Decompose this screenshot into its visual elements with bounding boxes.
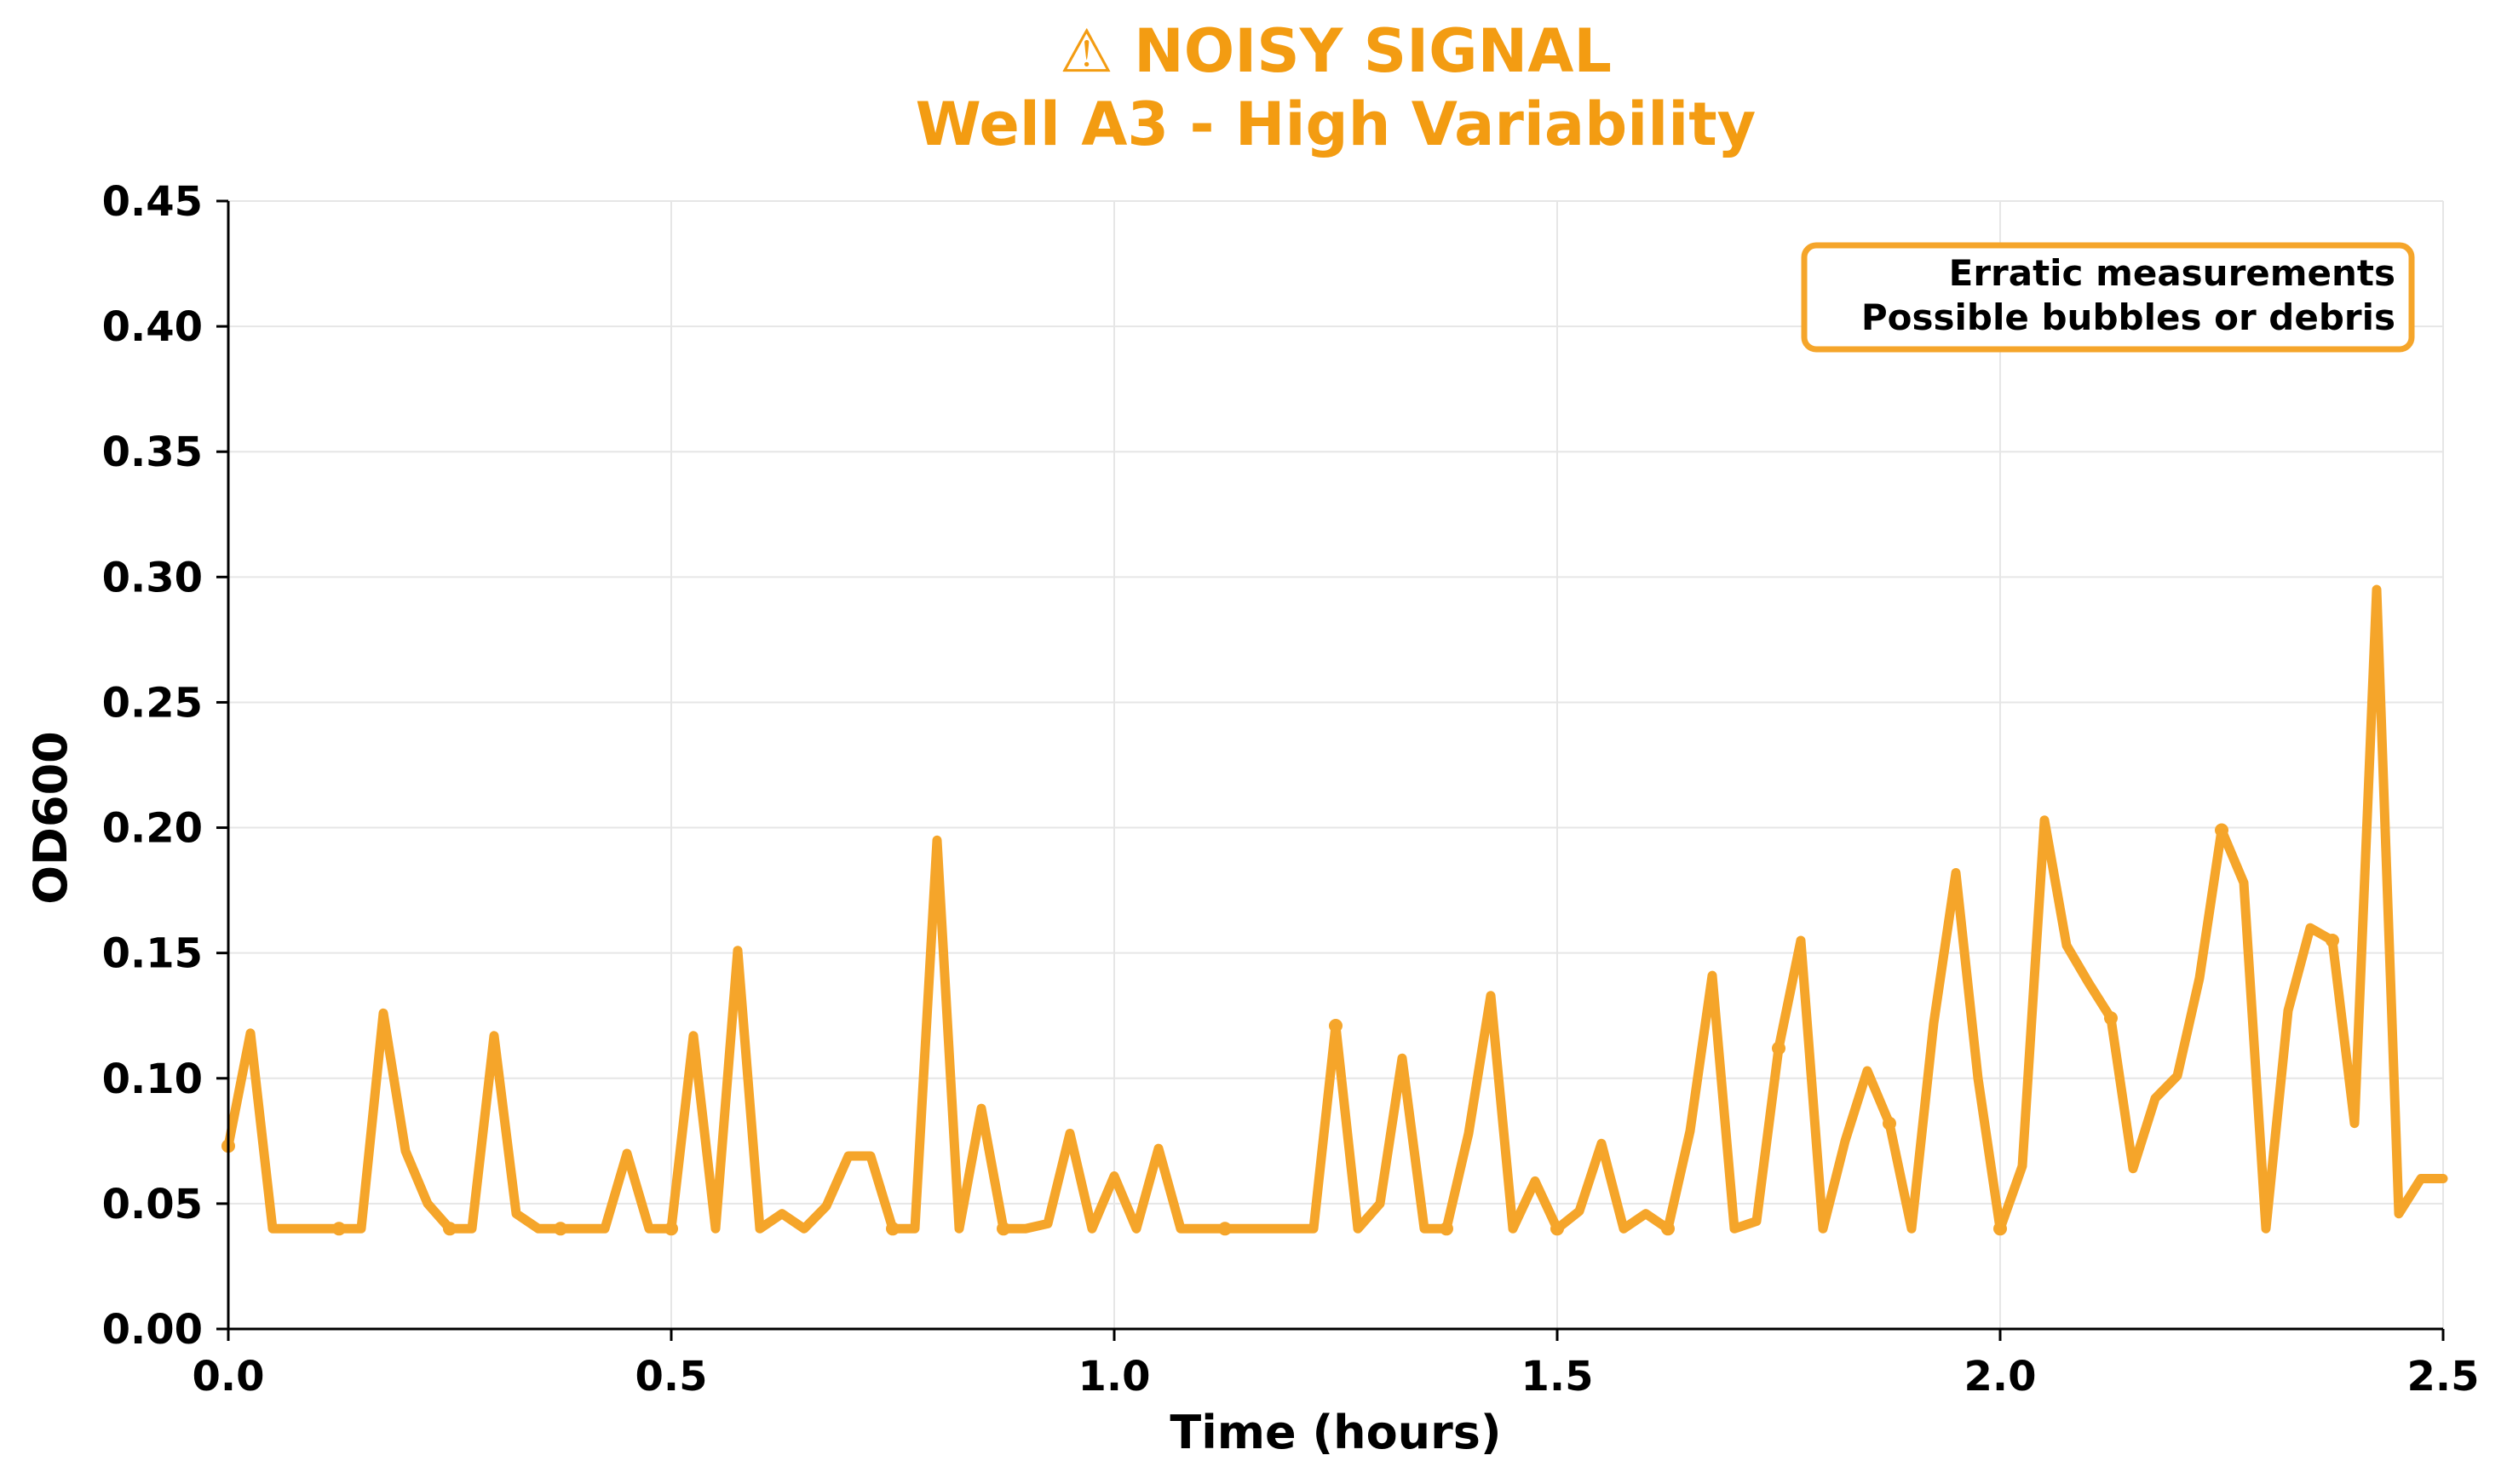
data-point-95 xyxy=(2326,933,2339,947)
data-point-30 xyxy=(886,1222,900,1236)
axes xyxy=(227,201,2443,1331)
y-tick-label-0: 0.00 xyxy=(102,1306,203,1354)
series-od600 xyxy=(221,584,2448,1236)
y-tick-label-8: 0.40 xyxy=(102,303,203,351)
x-tick-label-4: 2.0 xyxy=(1964,1353,2036,1401)
annotation-line-1: Erratic measurements xyxy=(1949,252,2395,294)
x-axis-label: Time (hours) xyxy=(1170,1406,1501,1459)
y-tick-label-3: 0.15 xyxy=(102,930,203,978)
data-point-20 xyxy=(664,1222,678,1236)
y-tick-label-7: 0.35 xyxy=(102,429,203,476)
y-tick-label-4: 0.20 xyxy=(102,805,203,853)
y-axis-label: OD600 xyxy=(24,731,78,904)
chart-title-well: Well A3 - High Variability xyxy=(916,89,1757,159)
chart-title-warning: ⚠ NOISY SIGNAL xyxy=(1060,16,1612,86)
y-tick-label-6: 0.30 xyxy=(102,554,203,601)
x-tick-label-3: 1.5 xyxy=(1521,1353,1593,1401)
data-point-90 xyxy=(2215,823,2228,837)
y-tick-label-9: 0.45 xyxy=(102,178,203,226)
data-point-55 xyxy=(1440,1222,1453,1236)
annotation-box: Erratic measurements Possible bubbles or… xyxy=(1801,242,2415,353)
annotation-line-2: Possible bubbles or debris xyxy=(1861,296,2395,338)
y-axis-ticks: 0.00 0.05 0.10 0.15 0.20 0.25 0.30 0.35 0.40 0.45 xyxy=(102,178,228,1354)
x-tick-label-1: 0.5 xyxy=(635,1353,707,1401)
data-point-60 xyxy=(1550,1222,1564,1236)
data-point-70 xyxy=(1772,1041,1785,1055)
series-line xyxy=(223,584,2448,1234)
x-tick-label-5: 2.5 xyxy=(2406,1353,2479,1401)
data-point-85 xyxy=(2104,1011,2118,1026)
data-point-35 xyxy=(997,1222,1010,1236)
data-point-5 xyxy=(332,1222,346,1236)
grid-lines xyxy=(227,200,2444,1330)
data-point-45 xyxy=(1218,1222,1232,1236)
data-point-50 xyxy=(1329,1018,1343,1032)
data-point-80 xyxy=(1993,1222,2007,1236)
data-point-75 xyxy=(1883,1116,1896,1130)
data-point-15 xyxy=(554,1222,567,1236)
data-point-65 xyxy=(1661,1222,1675,1236)
y-tick-label-2: 0.10 xyxy=(102,1055,203,1103)
data-point-10 xyxy=(443,1222,457,1236)
y-tick-label-5: 0.25 xyxy=(102,679,203,727)
x-axis-ticks: 0.0 0.5 1.0 1.5 2.0 2.5 xyxy=(192,1329,2480,1401)
x-tick-label-0: 0.0 xyxy=(192,1353,264,1401)
annotation-border xyxy=(1801,242,2415,353)
y-tick-label-1: 0.05 xyxy=(102,1181,203,1228)
x-tick-label-2: 1.0 xyxy=(1078,1353,1150,1401)
